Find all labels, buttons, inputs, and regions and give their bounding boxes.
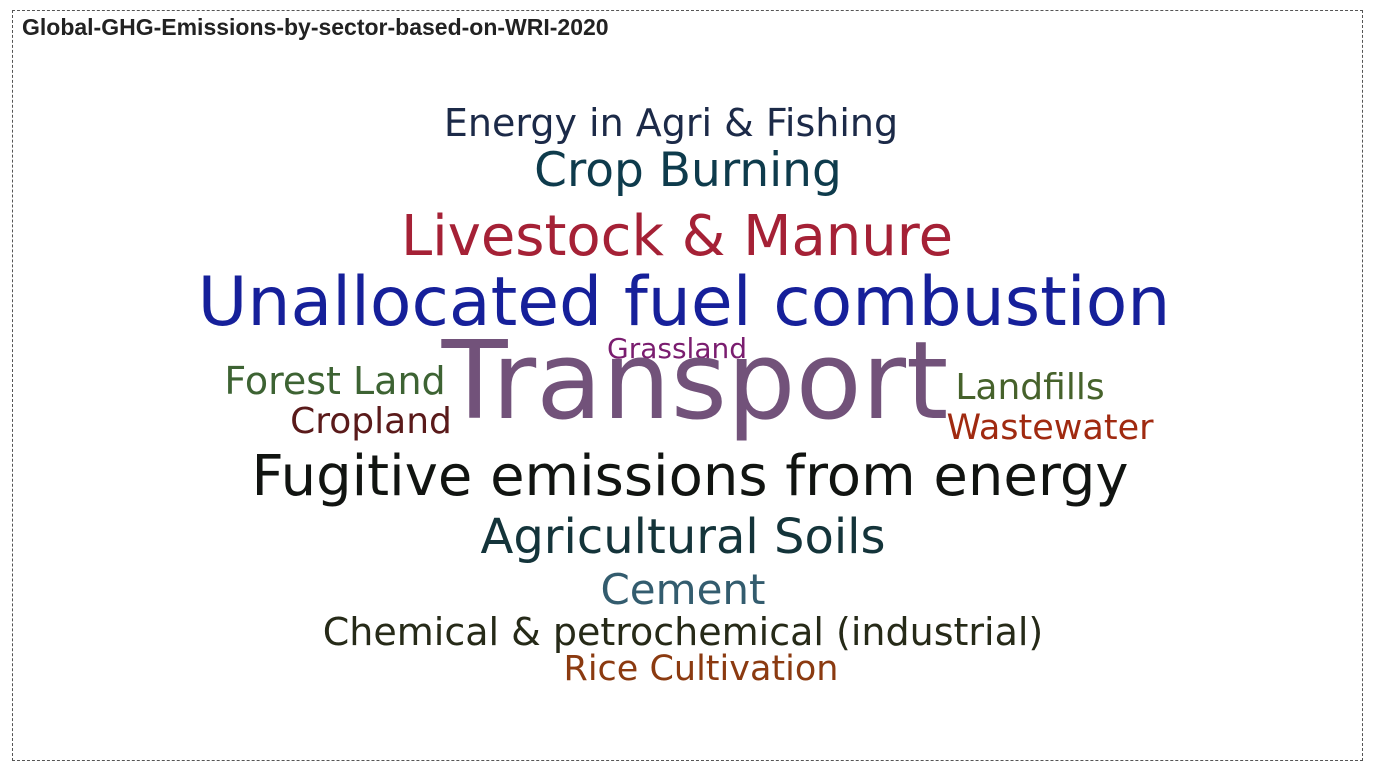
word-wastewater: Wastewater <box>946 408 1154 448</box>
word-crop-burning: Crop Burning <box>534 143 842 198</box>
word-energy-in-agri-fishing: Energy in Agri & Fishing <box>444 101 898 145</box>
word-livestock-manure: Livestock & Manure <box>401 204 953 269</box>
word-landfills: Landfills <box>955 367 1104 408</box>
word-rice-cultivation: Rice Cultivation <box>564 649 839 689</box>
word-agricultural-soils: Agricultural Soils <box>480 509 885 565</box>
chart-frame <box>12 10 1363 761</box>
chart-title: Global-GHG-Emissions-by-sector-based-on-… <box>22 14 609 40</box>
word-cement: Cement <box>600 565 765 614</box>
word-transport: Transport <box>441 319 949 444</box>
word-unallocated-fuel-combustion: Unallocated fuel combustion <box>198 263 1171 342</box>
word-grassland: Grassland <box>607 332 747 365</box>
word-cropland: Cropland <box>290 401 452 442</box>
word-forest-land: Forest Land <box>224 359 445 403</box>
word-chemical-petrochemical-industrial: Chemical & petrochemical (industrial) <box>323 610 1044 654</box>
word-fugitive-emissions-from-energy: Fugitive emissions from energy <box>251 444 1128 509</box>
